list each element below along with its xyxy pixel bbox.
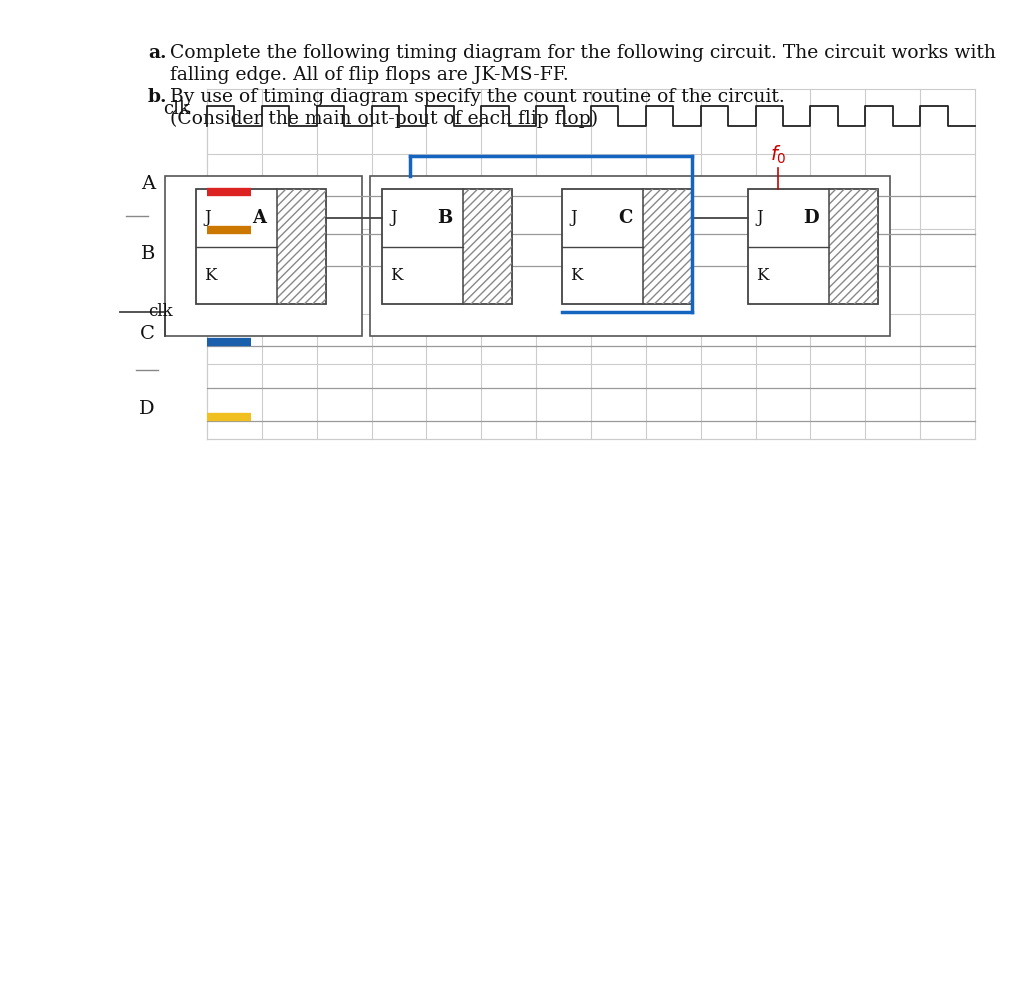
Text: J: J bbox=[390, 210, 396, 226]
Text: J: J bbox=[204, 210, 211, 226]
Text: By use of timing diagram specify the count routine of the circuit.: By use of timing diagram specify the cou… bbox=[170, 88, 784, 106]
Text: K: K bbox=[756, 267, 768, 283]
Text: D: D bbox=[139, 400, 155, 418]
Text: C: C bbox=[140, 325, 155, 343]
Bar bbox=[370, 176, 890, 336]
Text: B: B bbox=[140, 245, 155, 263]
Text: Complete the following timing diagram for the following circuit. The circuit wor: Complete the following timing diagram fo… bbox=[170, 44, 996, 62]
Bar bbox=[196, 189, 326, 304]
Bar bbox=[828, 189, 878, 304]
Bar bbox=[748, 189, 878, 304]
Bar bbox=[463, 189, 512, 304]
Text: B: B bbox=[437, 209, 453, 226]
Bar bbox=[382, 189, 512, 304]
Bar bbox=[165, 176, 362, 336]
Text: K: K bbox=[390, 267, 402, 283]
Text: J: J bbox=[570, 210, 577, 226]
Bar bbox=[562, 189, 692, 304]
Bar bbox=[276, 189, 326, 304]
Text: clk: clk bbox=[163, 100, 190, 118]
Text: C: C bbox=[618, 209, 633, 226]
Bar bbox=[643, 189, 692, 304]
Text: a.: a. bbox=[148, 44, 167, 62]
Text: A: A bbox=[253, 209, 266, 226]
Text: D: D bbox=[803, 209, 818, 226]
Text: (Consider the main out-pout of each flip flop): (Consider the main out-pout of each flip… bbox=[170, 110, 598, 128]
Text: K: K bbox=[204, 267, 216, 283]
Text: J: J bbox=[756, 210, 763, 226]
Text: K: K bbox=[570, 267, 583, 283]
Text: falling edge. All of flip flops are JK-MS-FF.: falling edge. All of flip flops are JK-M… bbox=[170, 66, 568, 84]
Text: b.: b. bbox=[148, 88, 168, 106]
Text: $f_0$: $f_0$ bbox=[770, 144, 786, 166]
Text: A: A bbox=[141, 175, 155, 193]
Text: clk: clk bbox=[148, 303, 173, 321]
